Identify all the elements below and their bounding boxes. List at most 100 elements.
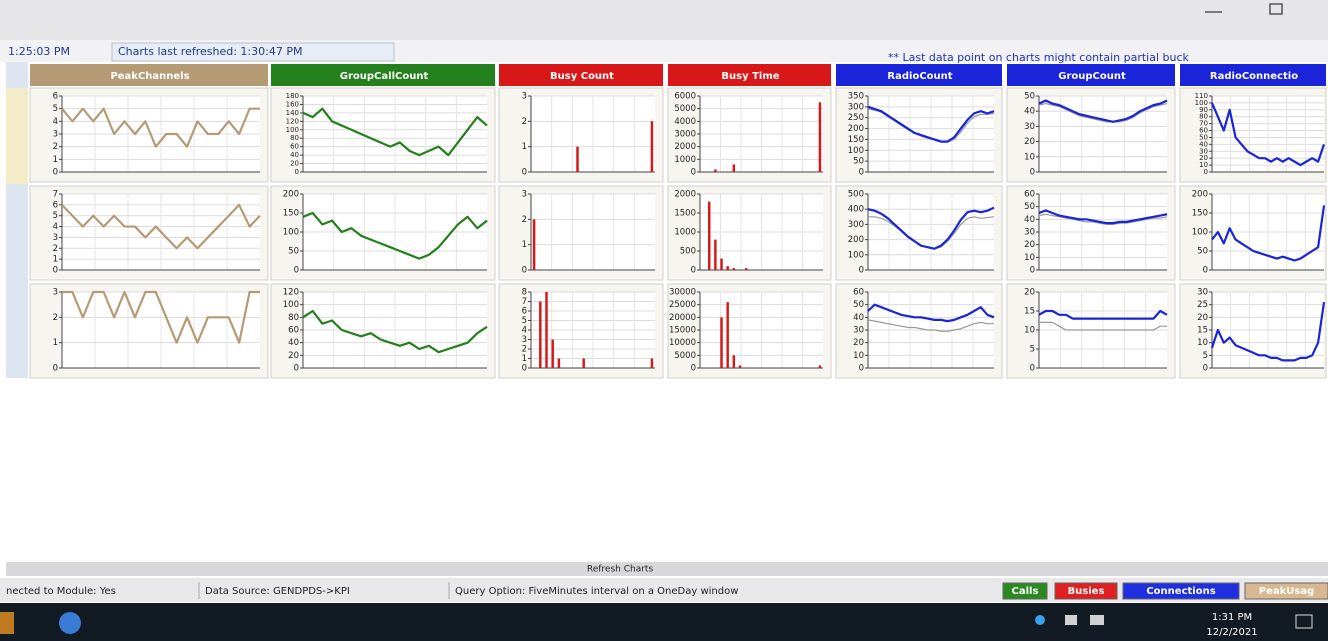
y-tick-label: 40: [290, 151, 299, 159]
y-tick-label: 2000: [674, 190, 696, 200]
y-tick-label: 180: [286, 92, 299, 100]
legend-button-label[interactable]: Calls: [1012, 586, 1039, 597]
tray-icon[interactable]: [1090, 615, 1104, 625]
y-tick-label: 50: [1024, 202, 1035, 212]
bar: [714, 169, 716, 172]
bar: [733, 164, 735, 172]
y-tick-label: 6: [522, 307, 527, 317]
y-tick-label: 6: [53, 200, 58, 210]
column-header-label: GroupCallCount: [340, 71, 429, 82]
y-tick-label: 6000: [674, 92, 696, 102]
y-tick-label: 0: [1204, 168, 1208, 176]
bar: [819, 102, 821, 172]
y-tick-label: 0: [1030, 266, 1035, 276]
time-label: 1:25:03 PM: [8, 45, 70, 58]
y-tick-label: 60: [853, 288, 864, 298]
y-tick-label: 0: [53, 364, 58, 374]
y-tick-label: 4: [522, 326, 527, 336]
y-tick-label: 80: [290, 134, 299, 142]
taskbar-date: 12/2/2021: [1206, 627, 1257, 638]
bar: [651, 359, 653, 369]
y-tick-label: 25000: [669, 300, 696, 310]
column-header-label: RadioCount: [887, 71, 952, 82]
tray-icon[interactable]: [1035, 615, 1045, 625]
y-tick-label: 30000: [669, 288, 696, 298]
bar: [745, 268, 747, 270]
y-tick-label: 80: [288, 313, 299, 323]
y-tick-label: 0: [859, 266, 864, 276]
notice: ** Last data point on charts might conta…: [888, 51, 1190, 64]
y-tick-label: 40: [288, 338, 299, 348]
bar: [726, 266, 728, 270]
y-tick-label: 50: [288, 247, 299, 257]
column-header-label: PeakChannels: [110, 71, 189, 82]
y-tick-label: 30: [1024, 228, 1035, 238]
y-tick-label: 20: [1197, 313, 1208, 323]
y-tick-label: 2: [53, 244, 58, 254]
y-tick-label: 0: [1030, 168, 1035, 178]
taskbar-app[interactable]: [0, 612, 14, 634]
column-header-label: Busy Count: [550, 71, 614, 82]
y-tick-label: 2: [522, 345, 527, 355]
refresh-button-label[interactable]: Refresh Charts: [587, 565, 654, 575]
bar: [739, 365, 741, 368]
y-tick-label: 100: [1195, 99, 1208, 107]
y-tick-label: 3: [53, 288, 58, 298]
y-tick-label: 100: [283, 300, 299, 310]
y-tick-label: 300: [848, 102, 864, 112]
y-tick-label: 0: [522, 266, 527, 276]
tray-icon[interactable]: [1065, 615, 1077, 625]
bar: [582, 359, 584, 369]
y-tick-label: 60: [1199, 127, 1208, 135]
bar: [651, 121, 653, 172]
y-tick-label: 10: [1024, 152, 1035, 162]
y-tick-label: 2: [522, 117, 527, 127]
bar: [576, 147, 578, 172]
y-tick-label: 0: [294, 266, 299, 276]
y-tick-label: 20: [1024, 288, 1035, 298]
y-tick-label: 50: [1199, 133, 1208, 141]
bar: [726, 302, 728, 368]
y-tick-label: 40: [1024, 215, 1035, 225]
legend-button-label[interactable]: Connections: [1146, 586, 1215, 597]
y-tick-label: 0: [53, 266, 58, 276]
y-tick-label: 3: [53, 130, 58, 140]
y-tick-label: 1000: [674, 228, 696, 238]
y-tick-label: 80: [1199, 113, 1208, 121]
y-tick-label: 0: [691, 266, 696, 276]
y-tick-label: 3: [522, 190, 527, 200]
y-tick-label: 200: [1192, 190, 1208, 200]
bar: [819, 365, 821, 368]
taskbar-app[interactable]: [59, 612, 81, 634]
y-tick-label: 0: [522, 168, 527, 178]
row-strip-selected: [6, 88, 28, 184]
y-tick-label: 90: [1199, 106, 1208, 114]
y-tick-label: 100: [286, 126, 299, 134]
y-tick-label: 0: [522, 364, 527, 374]
legend-button-label[interactable]: PeakUsag: [1259, 586, 1315, 597]
y-tick-label: 1: [53, 155, 58, 165]
y-tick-label: 250: [848, 113, 864, 123]
y-tick-label: 20: [1024, 240, 1035, 250]
y-tick-label: 110: [1195, 92, 1208, 100]
y-tick-label: 1000: [674, 155, 696, 165]
y-tick-label: 10: [1024, 253, 1035, 263]
bar: [558, 359, 560, 369]
y-tick-label: 0: [1030, 364, 1035, 374]
y-tick-label: 1: [522, 142, 527, 152]
refresh-button[interactable]: [6, 562, 1328, 576]
y-tick-label: 60: [288, 326, 299, 336]
legend-button-label[interactable]: Busies: [1068, 586, 1105, 597]
y-tick-label: 0: [691, 364, 696, 374]
status-text: Query Option: FiveMinutes interval on a …: [455, 586, 738, 597]
y-tick-label: 0: [859, 168, 864, 178]
y-tick-label: 1: [522, 354, 527, 364]
y-tick-label: 30: [853, 326, 864, 336]
taskbar-time: 1:31 PM: [1212, 612, 1252, 623]
y-tick-label: 1: [522, 240, 527, 250]
y-tick-label: 1: [53, 338, 58, 348]
y-tick-label: 3: [53, 233, 58, 243]
y-tick-label: 10: [1024, 326, 1035, 336]
y-tick-label: 0: [294, 364, 299, 374]
bar: [733, 268, 735, 270]
